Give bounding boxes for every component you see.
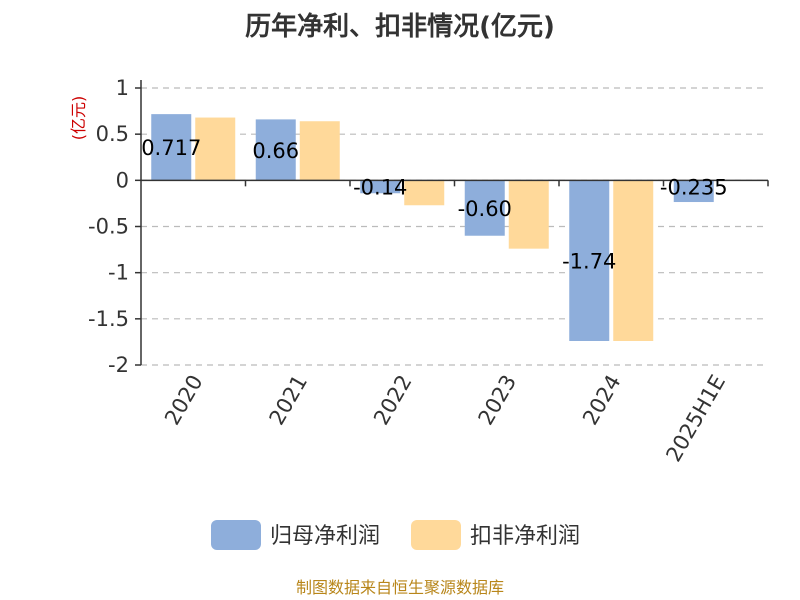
data-label: -0.14 <box>353 175 407 199</box>
legend: 归母净利润 扣非净利润 <box>211 520 580 550</box>
y-tick-label: 0.5 <box>96 122 129 146</box>
y-tick-label: -1.5 <box>88 307 129 331</box>
axes <box>135 80 769 366</box>
bar-series1 <box>151 114 192 181</box>
x-tick-label: 2025H1E <box>661 371 730 466</box>
bar-series1 <box>360 180 401 194</box>
x-tick-label: 2023 <box>474 371 522 429</box>
x-tick-label: 2024 <box>578 371 626 429</box>
x-tick-label: 2021 <box>265 371 313 429</box>
y-tick-label: -0.5 <box>88 215 129 239</box>
source-note: 制图数据来自恒生聚源数据库 <box>296 578 504 597</box>
y-unit-label: (亿元) <box>69 96 88 141</box>
legend-label-series1: 归母净利润 <box>270 524 380 549</box>
x-tick-label: 2022 <box>369 371 417 429</box>
bar-series1 <box>464 180 505 236</box>
legend-swatch-series1 <box>211 520 261 550</box>
bar-series1 <box>569 180 610 341</box>
bar-series2 <box>613 180 654 341</box>
y-tick-label: -2 <box>108 353 129 377</box>
x-tick-label: 2020 <box>160 371 208 429</box>
bar-series2 <box>508 180 549 249</box>
data-label: -0.60 <box>458 197 512 221</box>
y-tick-label: -1 <box>108 261 129 285</box>
data-label: 0.717 <box>141 136 201 160</box>
chart-title: 历年净利、扣非情况(亿元) <box>245 12 555 42</box>
bar-series1 <box>255 119 296 181</box>
bar-series2 <box>404 180 445 206</box>
y-tick-label: 1 <box>116 76 129 100</box>
bar-series2 <box>195 117 236 181</box>
data-label: -1.74 <box>562 250 616 274</box>
legend-swatch-series2 <box>411 520 461 550</box>
data-labels: 0.717 0.66 -0.14 -0.60 -1.74 -0.235 <box>141 136 727 273</box>
bar-series2 <box>299 121 340 181</box>
data-label: -0.235 <box>660 175 728 199</box>
y-tick-label: 0 <box>116 168 129 192</box>
x-tick-labels: 2020 2021 2022 2023 2024 2025H1E <box>160 371 730 466</box>
bar-marks <box>151 114 714 341</box>
bar-series1 <box>673 180 714 203</box>
legend-label-series2: 扣非净利润 <box>470 524 580 549</box>
y-tick-labels: 1 0.5 0 -0.5 -1 -1.5 -2 <box>88 76 129 377</box>
data-label: 0.66 <box>252 139 299 163</box>
